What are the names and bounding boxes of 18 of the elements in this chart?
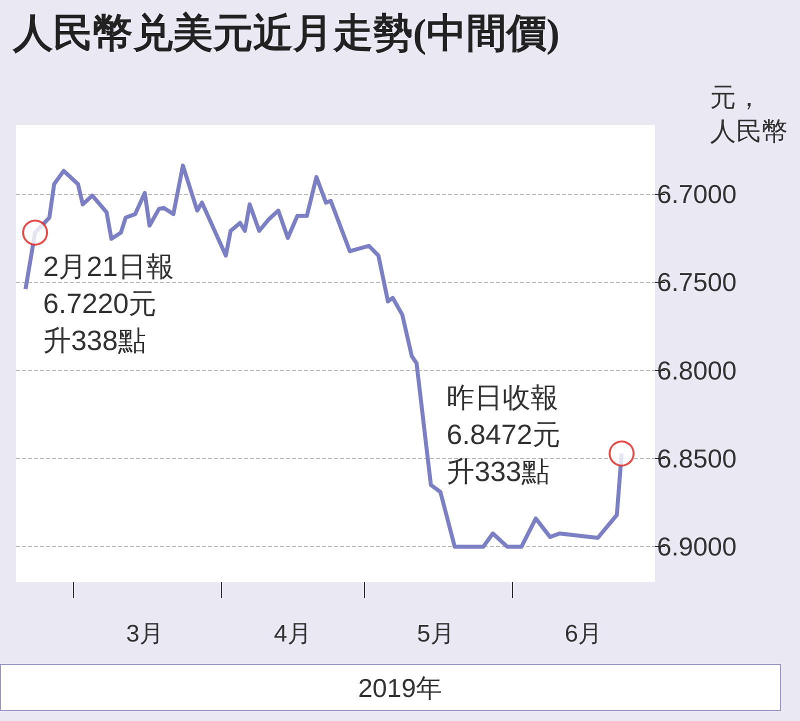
y-tick-label: 6.8000 [657,355,737,386]
y-tick-label: 6.7000 [657,178,737,209]
x-axis-title: 2019年 [358,673,442,703]
annotation: 2月21日報 [43,251,174,282]
annotation: 昨日收報 [446,382,559,414]
x-tick-label: 5月 [416,620,454,648]
x-tick-label: 3月 [126,620,164,648]
x-tick-label: 4月 [274,620,312,648]
x-tick-label: 6月 [564,620,602,648]
y-tick-label: 6.9000 [657,532,737,562]
annotation: 升333點 [446,456,550,488]
annotation: 6.7220元 [43,288,157,320]
annotation: 升338點 [43,325,146,356]
y-tick-label: 6.7500 [657,267,737,298]
y-tick-label: 6.8500 [657,443,737,474]
y-axis-title: 元，人民幣 [710,82,788,146]
annotation: 6.8472元 [446,419,560,450]
chart-title: 人民幣兑美元近月走勢(中間價) [12,10,560,56]
